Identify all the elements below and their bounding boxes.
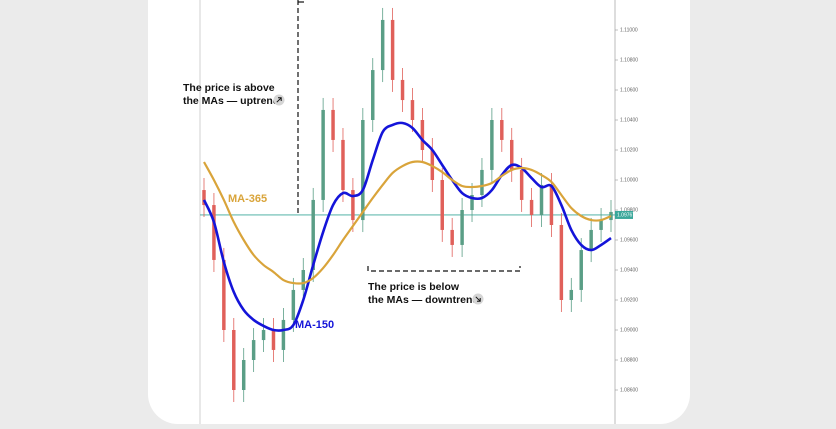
- candle-body: [301, 270, 306, 290]
- candle-body: [480, 169, 484, 195]
- candle-body: [331, 109, 335, 140]
- annotation-text: The price is above: [183, 82, 275, 94]
- candle-body: [380, 19, 385, 71]
- candle-body: [232, 330, 236, 390]
- candle-body: [281, 319, 286, 350]
- downtrend-bracket: [367, 266, 521, 272]
- candle-body: [440, 180, 444, 230]
- candle-body: [460, 210, 464, 245]
- candle-body: [549, 184, 554, 225]
- candle-body: [509, 139, 514, 170]
- plot-layer: 1.08600 1.08800 1.09000 1.09200 1.09400 1.096…: [200, 7, 638, 402]
- candle-body: [420, 120, 425, 150]
- candle-body: [410, 100, 415, 120]
- candle-body: [519, 169, 524, 200]
- candle-body: [490, 120, 494, 170]
- y-tick-label: 1.09600: [620, 237, 638, 243]
- candle-body: [291, 289, 296, 320]
- candle-body: [321, 109, 325, 200]
- y-tick-label: 1.10400: [620, 117, 638, 123]
- y-tick-label: 1.08800: [620, 357, 638, 363]
- annotation-text: The price is below: [368, 281, 460, 293]
- candle-body: [251, 340, 256, 360]
- annotation-text: the MAs — downtrend: [368, 294, 479, 306]
- y-tick-label: 1.10600: [620, 87, 638, 93]
- candle-body: [589, 229, 593, 251]
- y-tick-label: 1.09400: [620, 267, 638, 273]
- y-tick-label: 1.10000: [620, 177, 638, 183]
- candle-body: [371, 70, 375, 120]
- candle-body: [450, 229, 454, 245]
- y-tick-label: 1.10200: [620, 147, 638, 153]
- ma-line: [203, 160, 612, 285]
- candle-body: [529, 199, 534, 215]
- candle-body: [202, 190, 206, 206]
- candle-body: [500, 120, 504, 140]
- candle-body: [351, 190, 355, 221]
- candle-body: [271, 330, 276, 350]
- candle-body: [361, 120, 365, 221]
- candle-body: [390, 19, 395, 80]
- candle-body: [569, 289, 574, 300]
- candle-body: [400, 79, 405, 101]
- candle-body: [241, 360, 246, 390]
- candle-body: [222, 259, 226, 330]
- ma-label: MA-365: [228, 193, 267, 205]
- annotation-text: the MAs — uptrend: [183, 95, 279, 107]
- ma-label: MA-150: [295, 319, 334, 331]
- y-tick-label: 1.09200: [620, 297, 638, 303]
- candle-body: [539, 184, 544, 215]
- candle-body: [559, 225, 564, 300]
- candle-body: [311, 199, 315, 270]
- y-tick-label: 1.09800: [620, 207, 638, 213]
- candle-body: [599, 220, 603, 230]
- current-price-box: [615, 210, 633, 219]
- ma-line: [202, 121, 612, 332]
- current-price-label: 1.09767: [617, 212, 635, 218]
- candle-body: [579, 250, 583, 290]
- y-tick-label: 1.11000: [620, 27, 638, 33]
- candle-body: [261, 330, 266, 341]
- y-tick-label: 1.09000: [620, 327, 638, 333]
- arrow-down-icon: [472, 293, 484, 305]
- y-tick-label: 1.08600: [620, 387, 638, 393]
- y-tick-label: 1.10800: [620, 57, 638, 63]
- arrow-up-icon: [273, 94, 285, 106]
- candle-body: [212, 205, 216, 260]
- candle-body: [341, 139, 345, 191]
- candle-body: [470, 195, 474, 210]
